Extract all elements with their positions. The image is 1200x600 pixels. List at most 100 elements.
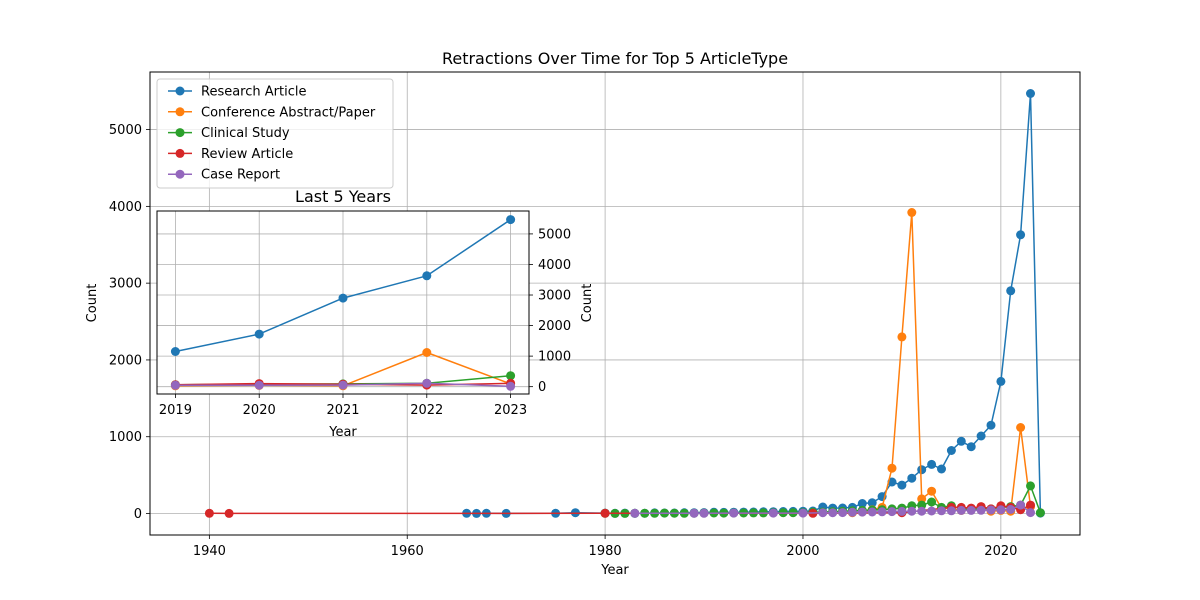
main-data-point [927,497,937,507]
inset-data-point [254,329,264,339]
inset-data-point [422,378,432,388]
main-data-point [897,480,907,490]
main-data-point [689,508,699,518]
main-y-tick-label: 2000 [109,353,142,368]
main-data-point [857,507,867,517]
main-plot-frame [149,71,1081,536]
main-series-case-report [630,500,1035,518]
inset-chart-title: Last 5 Years [295,187,391,206]
legend-item-conference-abstract-paper: Conference Abstract/Paper [168,105,376,120]
main-data-point [1006,505,1016,514]
main-data-point [956,505,966,515]
main-y-axis-label: Count [85,284,100,323]
main-data-point [907,473,917,483]
inset-y-tick-label: 4000 [538,258,571,273]
main-data-point [996,376,1006,386]
main-data-point [946,446,956,455]
main-data-point [1016,423,1026,432]
main-data-point [838,508,848,518]
main-data-point [966,442,976,452]
main-data-point [917,506,927,516]
main-data-point [877,507,887,517]
main-data-point [224,508,234,518]
legend-items: Research Article Conference Abstract/Pape… [168,85,376,183]
legend-item-research-article: Research Article [168,85,306,100]
main-data-point [1006,286,1016,296]
main-data-point [1026,89,1035,98]
main-data-point [600,508,610,518]
main-x-axis-label: Year [600,563,629,578]
legend-swatch-marker [175,107,185,117]
inset-y-tick-label: 5000 [538,227,571,242]
main-data-point [1016,230,1026,240]
main-y-tick-label: 5000 [109,123,142,138]
inset-data-point [338,380,348,390]
inset-x-tick-label: 2023 [494,403,527,418]
legend-swatch-marker [175,148,185,158]
inset-y-tick-label: 2000 [538,319,571,334]
main-data-point [867,507,877,517]
main-y-tick-label: 4000 [109,200,142,215]
main-data-point [976,505,986,515]
legend-box [156,78,394,189]
main-data-point [897,332,907,342]
legend: Research Article Conference Abstract/Pape… [156,78,394,189]
inset-data-point [170,347,180,356]
main-x-tick-label: 1980 [589,544,622,559]
inset-x-tick-label: 2020 [243,403,276,418]
main-data-point [897,506,907,516]
main-data-point [907,506,917,516]
inset-data-point [506,381,516,391]
inset-x-tick-label: 2019 [159,403,192,418]
inset-y-tick-label: 1000 [538,350,571,365]
legend-label: Clinical Study [201,126,290,141]
inset-data-point [422,271,432,281]
legend-label: Case Report [201,168,280,183]
main-y-tick-label: 1000 [109,430,142,445]
main-data-point [946,506,956,516]
main-data-point [937,506,946,516]
main-data-point [996,505,1006,515]
inset-data-point [506,371,516,381]
legend-swatch-marker [175,128,185,138]
main-data-point [1026,500,1035,510]
inset-data-point [254,380,264,390]
main-data-point [937,464,946,474]
inset-x-ticks: 2019 2020 2021 2022 2023 [159,394,527,418]
main-data-point [927,486,937,496]
legend-label: Research Article [201,85,306,100]
main-x-tick-label: 1960 [391,544,424,559]
main-data-point [798,508,808,518]
inset-series-case-report [170,378,516,391]
inset-series-research-article [170,215,516,356]
main-data-point [1026,508,1035,518]
main-data-point [1016,500,1026,510]
inset-y-tick-label: 3000 [538,289,571,304]
inset-data-point [422,348,432,357]
inset-x-axis-label: Year [328,425,357,440]
inset-y-axis-label: Count [580,284,595,323]
main-data-point [768,508,778,518]
main-data-point [887,507,897,517]
legend-item-clinical-study: Clinical Study [168,126,290,141]
main-chart: Retractions Over Time for Top 5 ArticleT… [85,49,1081,578]
main-data-point [917,465,927,475]
legend-label: Review Article [201,147,293,162]
main-x-tick-label: 1940 [193,544,226,559]
main-data-point [1035,508,1045,518]
legend-swatch-marker [175,169,185,179]
main-data-point [818,508,828,518]
main-series-group [204,89,1045,518]
main-data-point [907,208,917,217]
main-data-point [630,508,640,518]
main-data-point [927,459,937,469]
main-data-point [917,494,927,504]
inset-y-ticks: 0 1000 2000 3000 4000 5000 [529,227,571,395]
main-y-ticks: 0 1000 2000 3000 4000 5000 [109,123,150,522]
main-series-line [634,504,1031,515]
main-chart-title: Retractions Over Time for Top 5 ArticleT… [442,49,788,68]
main-data-point [927,506,937,516]
legend-item-review-article: Review Article [168,147,293,162]
main-data-point [847,507,857,517]
